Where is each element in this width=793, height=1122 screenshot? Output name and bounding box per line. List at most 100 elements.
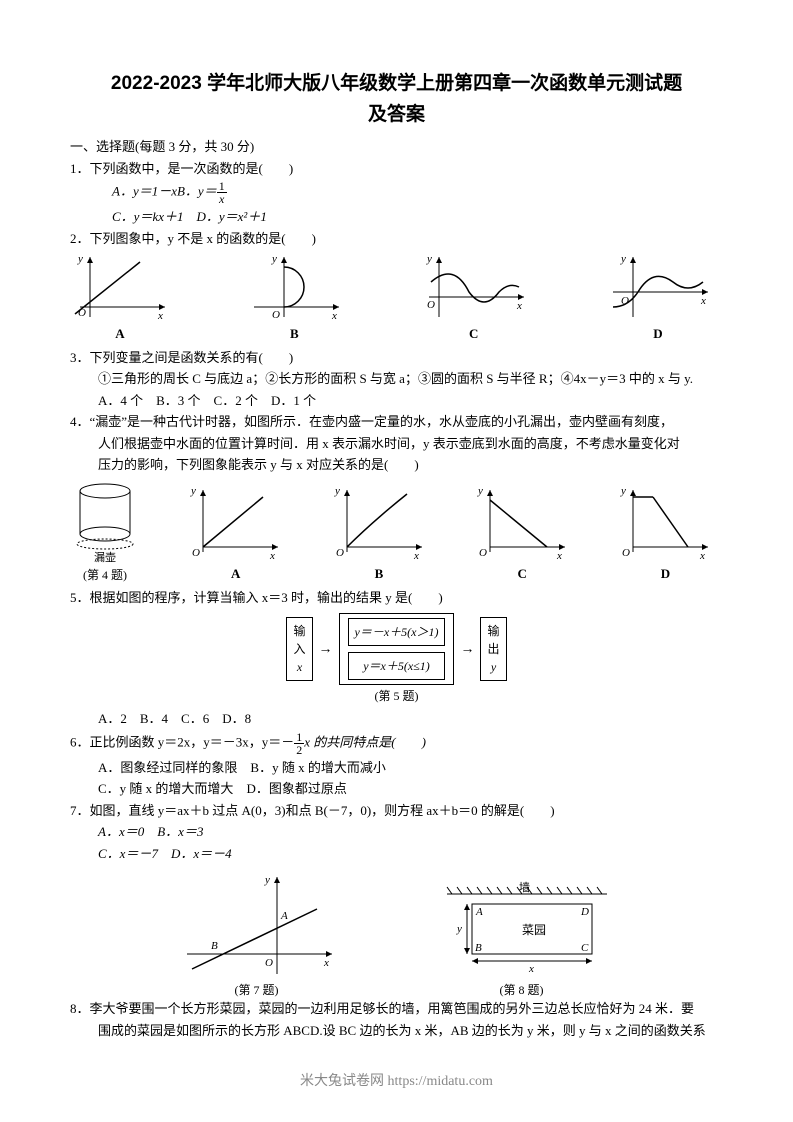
q7-opt-b: B．x＝3 <box>157 824 203 839</box>
q4-line2: 人们根据壶中水面的位置计算时间．用 x 表示漏水时间，y 表示壶底到水面的高度，… <box>70 434 723 454</box>
q2-graph-d: O x y D <box>603 252 713 344</box>
q3-stem: 3．下列变量之间是函数关系的有( ) <box>70 348 723 368</box>
q7-stem: 7．如图，直线 y＝ax＋b 过点 A(0，3)和点 B(－7，0)，则方程 a… <box>70 801 723 821</box>
svg-text:B: B <box>211 940 218 952</box>
svg-text:y: y <box>426 253 432 265</box>
q5-stem: 5．根据如图的程序，计算当输入 x＝3 时，输出的结果 y 是( ) <box>70 588 723 608</box>
svg-text:y: y <box>190 485 196 497</box>
section-1-header: 一、选择题(每题 3 分，共 30 分) <box>70 137 723 157</box>
q6-frac: 12 <box>294 731 304 756</box>
q4-graph-c: O x y C <box>475 482 570 584</box>
q6-opt-a: A．图象经过同样的象限 <box>98 760 237 775</box>
q2-label-b: B <box>244 324 344 344</box>
q5-out-l2: 出 <box>487 640 499 658</box>
svg-text:A: A <box>475 906 483 918</box>
q1-options-row1: A．y＝1－xB．y＝1x <box>70 180 723 205</box>
q7-opts-row2: C．x＝－7 D．x＝－4 <box>70 844 723 864</box>
q7-q8-figures: A B O x y (第 7 题) 墙 A D B C 菜园 y x (第 8 … <box>70 869 723 999</box>
q5-out-l1: 输 <box>487 622 499 640</box>
svg-text:x: x <box>516 300 522 312</box>
q1-opt-b-frac: 1x <box>217 180 227 205</box>
q6-frac-d: 2 <box>294 744 304 756</box>
q4-graph-a: O x y A <box>188 482 283 584</box>
q5-options: A．2 B．4 C．6 D．8 <box>70 709 723 729</box>
q7-opt-d: D．x＝－4 <box>171 846 232 861</box>
q6-opt-c: C．y 随 x 的增大而增大 <box>98 781 233 796</box>
svg-text:O: O <box>336 547 344 559</box>
svg-text:漏壶: 漏壶 <box>94 550 116 564</box>
q4-line1: 4．“漏壶”是一种古代计时器，如图所示．在壶内盛一定量的水，水从壶底的小孔漏出，… <box>70 412 723 432</box>
svg-text:x: x <box>323 957 329 969</box>
q4-graphs-row: 漏壶 (第 4 题) O x y A O x y B <box>70 479 723 584</box>
svg-text:O: O <box>272 309 280 321</box>
svg-text:x: x <box>331 310 337 322</box>
q4-label-b: B <box>332 564 427 584</box>
q1-opt-a: A．y＝1－x <box>112 183 177 198</box>
q4-line3: 压力的影响，下列图象能表示 y 与 x 对应关系的是( ) <box>70 455 723 475</box>
q1-opt-b-prefix: B．y＝ <box>177 183 217 198</box>
svg-text:O: O <box>479 547 487 559</box>
q7-figure: A B O x y (第 7 题) <box>177 869 337 999</box>
q5-caption: (第 5 题) <box>70 687 723 705</box>
q5-flowchart: 输 入 x → y＝－x＋5(x＞1) y＝x＋5(x≤1) → 输 出 y <box>70 613 723 685</box>
svg-text:x: x <box>528 963 534 975</box>
svg-text:y: y <box>334 485 340 497</box>
q8-figure: 墙 A D B C 菜园 y x (第 8 题) <box>427 879 617 999</box>
q4-vessel-figure: 漏壶 (第 4 题) <box>70 479 140 584</box>
q4-label-c: C <box>475 564 570 584</box>
q2-graph-b: O x y B <box>244 252 344 344</box>
svg-text:A: A <box>280 910 288 922</box>
q5-in-l1: 输 <box>293 622 305 640</box>
q1-stem: 1．下列函数中，是一次函数的是( ) <box>70 159 723 179</box>
q6-stem-a: 6．正比例函数 y＝2x，y＝－3x，y＝－ <box>70 734 294 749</box>
svg-text:O: O <box>621 295 629 307</box>
svg-text:x: x <box>699 550 705 562</box>
svg-text:y: y <box>264 874 270 886</box>
svg-text:D: D <box>580 906 589 918</box>
q1-b-frac-den: x <box>217 193 227 205</box>
q2-stem: 2．下列图象中，y 不是 x 的函数的是( ) <box>70 229 723 249</box>
svg-text:O: O <box>427 299 435 311</box>
q2-graphs-row: O x y A O x y B O x y C <box>70 252 723 344</box>
q5-input-box: 输 入 x <box>286 617 312 681</box>
q5-output-box: 输 出 y <box>480 617 506 681</box>
q2-graph-a: O x y A <box>70 252 170 344</box>
arrow-icon: → <box>460 639 474 660</box>
q5-out-y: y <box>487 658 499 676</box>
q1-opt-d: D．y＝x²＋1 <box>197 209 267 224</box>
q6-frac-n: 1 <box>294 731 304 744</box>
q5-in-x: x <box>293 658 305 676</box>
q5-branch2: y＝x＋5(x≤1) <box>348 652 446 680</box>
svg-text:y: y <box>620 253 626 265</box>
q8-line1: 8．李大爷要围一个长方形菜园，菜园的一边利用足够长的墙，用篱笆围成的另外三边总长… <box>70 999 723 1019</box>
q1-options-row2: C．y＝kx＋1 D．y＝x²＋1 <box>70 207 723 227</box>
q1-opt-c: C．y＝kx＋1 <box>112 209 183 224</box>
svg-text:y: y <box>271 253 277 265</box>
svg-text:O: O <box>192 547 200 559</box>
svg-text:y: y <box>620 485 626 497</box>
arrow-icon: → <box>319 639 333 660</box>
q4-graph-b: O x y B <box>332 482 427 584</box>
svg-text:y: y <box>77 253 83 265</box>
q5-branch-box: y＝－x＋5(x＞1) y＝x＋5(x≤1) <box>348 618 446 680</box>
svg-text:x: x <box>413 550 419 562</box>
q2-label-a: A <box>70 324 170 344</box>
q6-opts-row1: A．图象经过同样的象限 B．y 随 x 的增大而减小 <box>70 758 723 778</box>
q4-graph-d: O x y D <box>618 482 713 584</box>
svg-text:x: x <box>269 550 275 562</box>
q7-opt-a: A．x＝0 <box>98 824 144 839</box>
q5-in-l2: 入 <box>293 640 305 658</box>
page-title-line2: 及答案 <box>70 101 723 130</box>
q4-label-d: D <box>618 564 713 584</box>
q7-opt-c: C．x＝－7 <box>98 846 158 861</box>
q6-opt-d: D．图象都过原点 <box>246 781 346 796</box>
svg-text:x: x <box>556 550 562 562</box>
q5-branch1: y＝－x＋5(x＞1) <box>348 618 446 646</box>
q6-stem: 6．正比例函数 y＝2x，y＝－3x，y＝－12x 的共同特点是( ) <box>70 731 723 756</box>
q4-label-a: A <box>188 564 283 584</box>
q6-opts-row2: C．y 随 x 的增大而增大 D．图象都过原点 <box>70 779 723 799</box>
svg-text:y: y <box>477 485 483 497</box>
q7-opts-row1: A．x＝0 B．x＝3 <box>70 822 723 842</box>
svg-text:y: y <box>456 923 462 935</box>
q6-stem-b: x 的共同特点是( ) <box>304 734 426 749</box>
